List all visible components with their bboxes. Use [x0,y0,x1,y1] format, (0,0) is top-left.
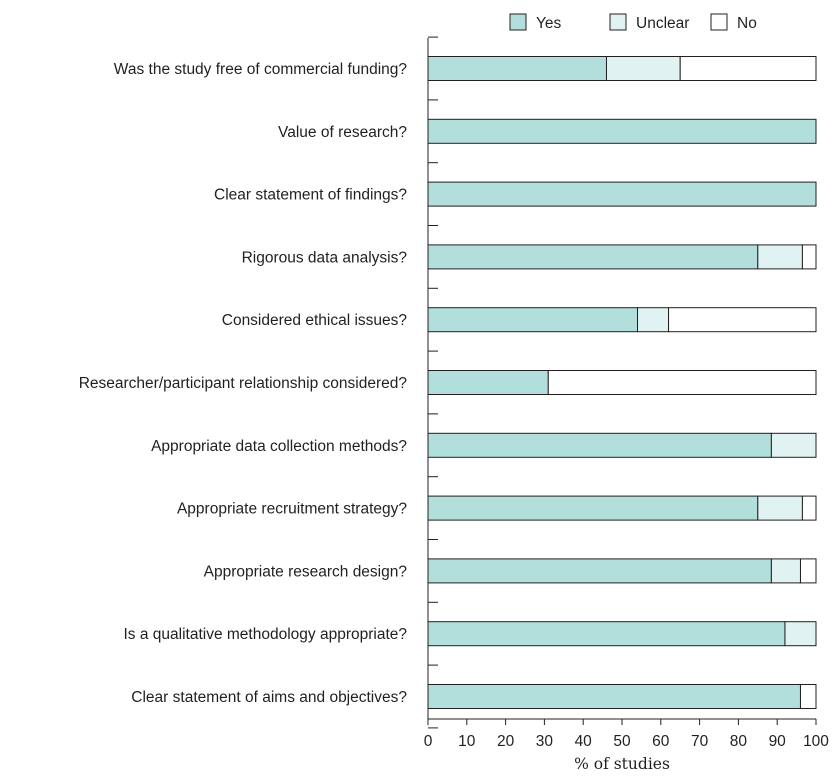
bar-unclear-10 [784,621,817,647]
bar-yes-8 [427,495,759,521]
category-label: Clear statement of findings? [214,187,407,204]
bar-yes-1 [427,56,607,81]
bar-yes-5 [427,307,639,333]
x-tick-label: 70 [691,733,709,750]
category-label: Appropriate research design? [204,563,408,580]
bar-unclear-5 [637,307,670,333]
category-label: Rigorous data analysis? [242,249,408,266]
legend-label-yes: Yes [536,15,562,32]
bar-unclear-4 [757,244,803,270]
legend: Yes Unclear No [509,13,757,32]
bar-no-6 [547,370,817,395]
bar-no-1 [679,56,817,81]
legend-swatch-no [710,13,728,31]
category-label: Considered ethical issues? [222,312,408,329]
bar-yes-9 [427,558,772,584]
bar-yes-7 [427,432,772,458]
category-label: Was the study free of commercial funding… [114,61,408,78]
bar-yes-11 [427,684,801,709]
bar-no-4 [801,244,817,270]
category-label: Value of research? [278,124,407,141]
x-tick-label: 100 [803,733,829,750]
bar-no-9 [799,558,817,584]
bar-no-11 [799,684,817,709]
bar-yes-10 [427,621,786,647]
x-axis-title: % of studies [574,755,670,773]
x-axis: 0 10 20 30 40 50 60 70 80 90 100 [424,36,829,750]
bars [427,56,817,709]
x-tick-label: 80 [730,733,748,750]
category-label: Researcher/participant relationship cons… [79,375,408,392]
bar-no-8 [801,495,817,521]
x-tick-label: 60 [652,733,670,750]
x-tick-label: 50 [613,733,631,750]
bar-yes-2 [427,118,817,144]
x-tick-label: 20 [497,733,515,750]
legend-label-no: No [737,15,757,32]
legend-swatch-yes [509,13,527,31]
x-tick-label: 30 [536,733,554,750]
category-label: Appropriate recruitment strategy? [177,501,407,518]
bar-yes-3 [427,181,817,207]
bar-unclear-7 [770,432,817,458]
x-tick-label: 0 [424,733,433,750]
bar-unclear-9 [770,558,801,584]
bar-unclear-8 [757,495,803,521]
x-tick-label: 10 [458,733,476,750]
bar-unclear-1 [605,56,681,81]
legend-label-unclear: Unclear [636,15,689,32]
x-tick-label: 40 [575,733,593,750]
bar-no-5 [668,307,817,333]
bar-yes-4 [427,244,759,270]
category-label: Appropriate data collection methods? [151,438,407,455]
bar-yes-6 [427,370,549,395]
legend-swatch-unclear [609,13,627,31]
category-label: Clear statement of aims and objectives? [131,689,407,706]
category-label: Is a qualitative methodology appropriate… [124,626,408,643]
x-tick-label: 90 [769,733,787,750]
category-labels: Was the study free of commercial funding… [79,61,408,706]
